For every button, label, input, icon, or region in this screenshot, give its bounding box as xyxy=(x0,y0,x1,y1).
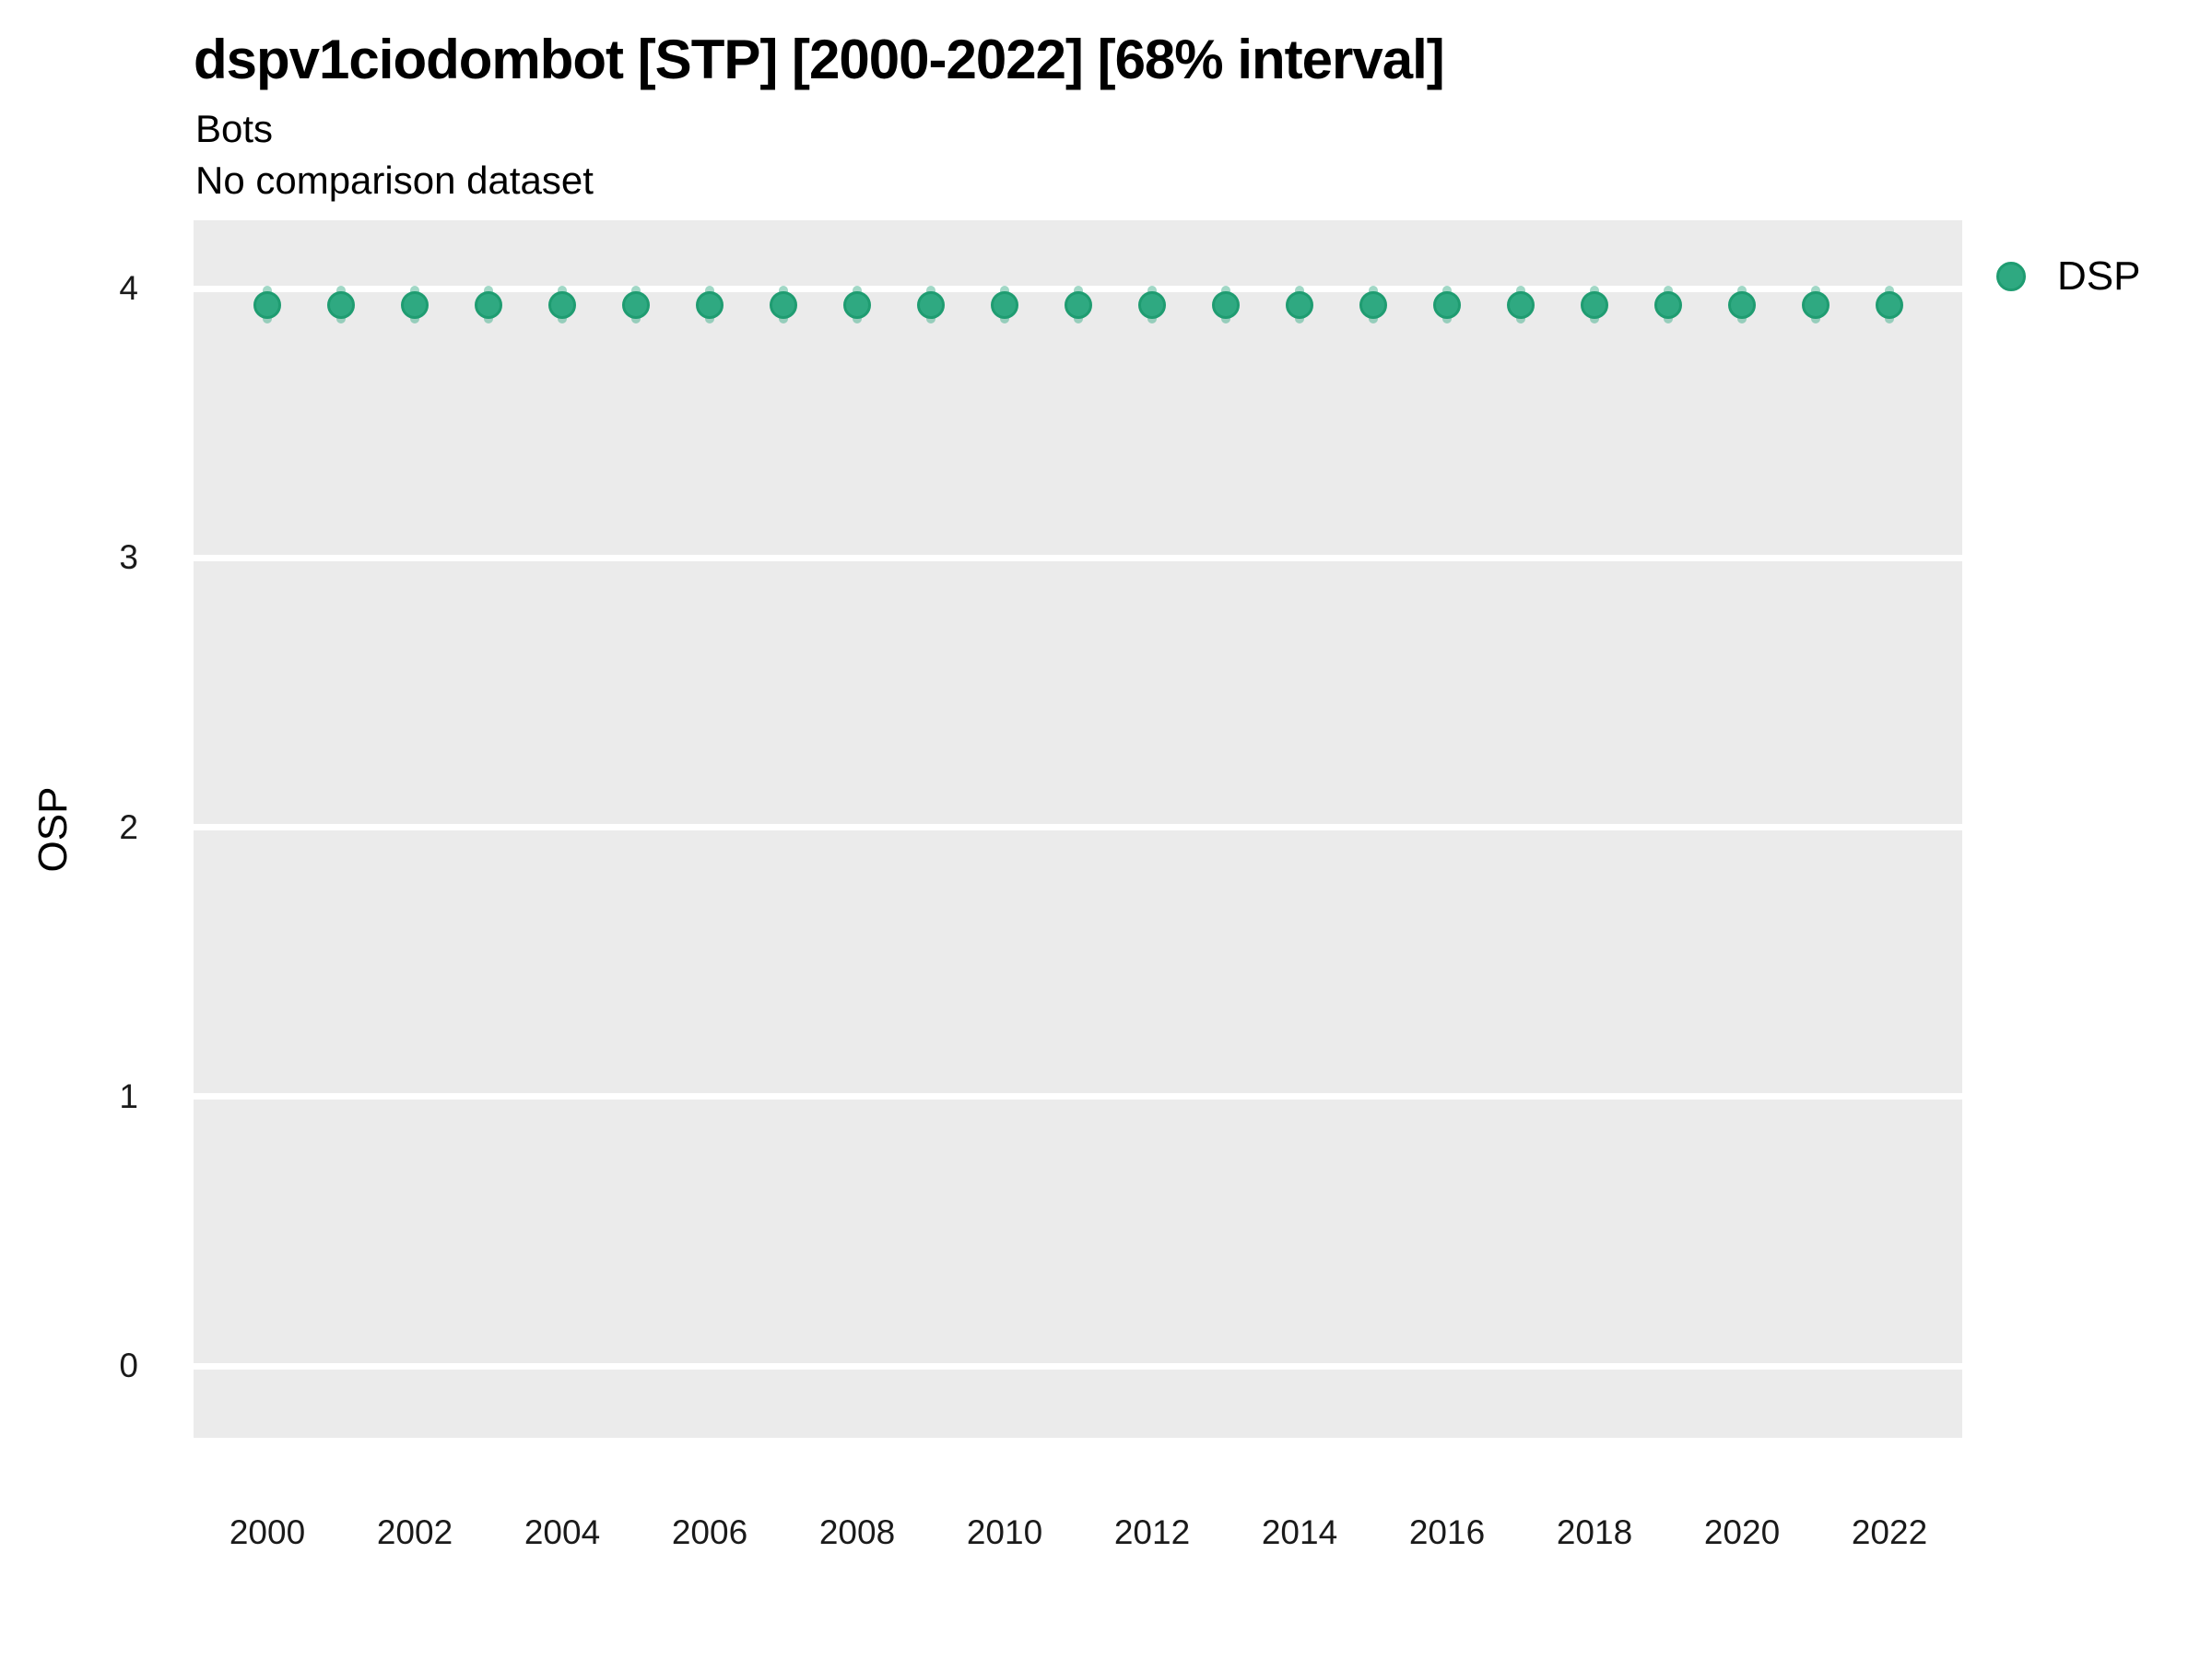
data-point-2019 xyxy=(1654,290,1682,319)
data-point-2014 xyxy=(1286,290,1313,319)
data-point-2009 xyxy=(917,290,945,319)
data-point-2001 xyxy=(327,290,355,319)
data-point-2012 xyxy=(1138,290,1166,319)
x-tick-label-2000: 2000 xyxy=(229,1513,306,1551)
data-point-2013 xyxy=(1212,290,1240,319)
data-point-2005 xyxy=(622,290,650,319)
gridline-y-1 xyxy=(194,1093,1962,1100)
x-tick-label-2008: 2008 xyxy=(818,1513,896,1551)
x-tick-label-2016: 2016 xyxy=(1408,1513,1486,1551)
legend: DSP xyxy=(1978,241,2212,312)
gridline-y-4 xyxy=(194,285,1962,292)
gridline-y-2 xyxy=(194,824,1962,831)
x-tick-label-2018: 2018 xyxy=(1556,1513,1633,1551)
data-point-2018 xyxy=(1581,290,1608,319)
chart-subtitle: Bots xyxy=(195,107,274,150)
plot-panel xyxy=(194,220,1962,1438)
y-tick-label-2: 2 xyxy=(119,807,138,846)
data-point-2011 xyxy=(1065,290,1092,319)
data-point-2021 xyxy=(1802,290,1830,319)
data-point-2020 xyxy=(1728,290,1756,319)
data-point-2017 xyxy=(1507,290,1535,319)
y-tick-label-4: 4 xyxy=(119,269,138,307)
x-tick-label-2004: 2004 xyxy=(524,1513,601,1551)
legend-point-icon xyxy=(1996,262,2026,291)
gridline-y-0 xyxy=(194,1362,1962,1370)
y-tick-label-3: 3 xyxy=(119,538,138,577)
x-tick-label-2020: 2020 xyxy=(1703,1513,1781,1551)
data-point-2008 xyxy=(843,290,871,319)
chart-title: dspv1ciodombot [STP] [2000-2022] [68% in… xyxy=(194,29,1445,90)
y-tick-label-0: 0 xyxy=(119,1347,138,1385)
x-tick-label-2022: 2022 xyxy=(1851,1513,1928,1551)
data-point-2003 xyxy=(475,290,502,319)
x-tick-label-2010: 2010 xyxy=(966,1513,1043,1551)
data-point-2006 xyxy=(696,290,724,319)
data-point-2000 xyxy=(253,290,281,319)
legend-label: DSP xyxy=(2057,253,2141,299)
comparison-note: No comparison dataset xyxy=(195,159,594,202)
x-tick-label-2012: 2012 xyxy=(1113,1513,1191,1551)
data-point-2016 xyxy=(1433,290,1461,319)
data-point-2022 xyxy=(1876,290,1903,319)
x-tick-label-2014: 2014 xyxy=(1261,1513,1338,1551)
data-point-2007 xyxy=(770,290,797,319)
data-point-2004 xyxy=(548,290,576,319)
x-tick-label-2006: 2006 xyxy=(671,1513,748,1551)
data-point-2010 xyxy=(991,290,1018,319)
gridline-y-3 xyxy=(194,554,1962,561)
y-tick-label-1: 1 xyxy=(119,1077,138,1115)
data-point-2015 xyxy=(1359,290,1387,319)
x-tick-label-2002: 2002 xyxy=(376,1513,453,1551)
data-point-2002 xyxy=(401,290,429,319)
